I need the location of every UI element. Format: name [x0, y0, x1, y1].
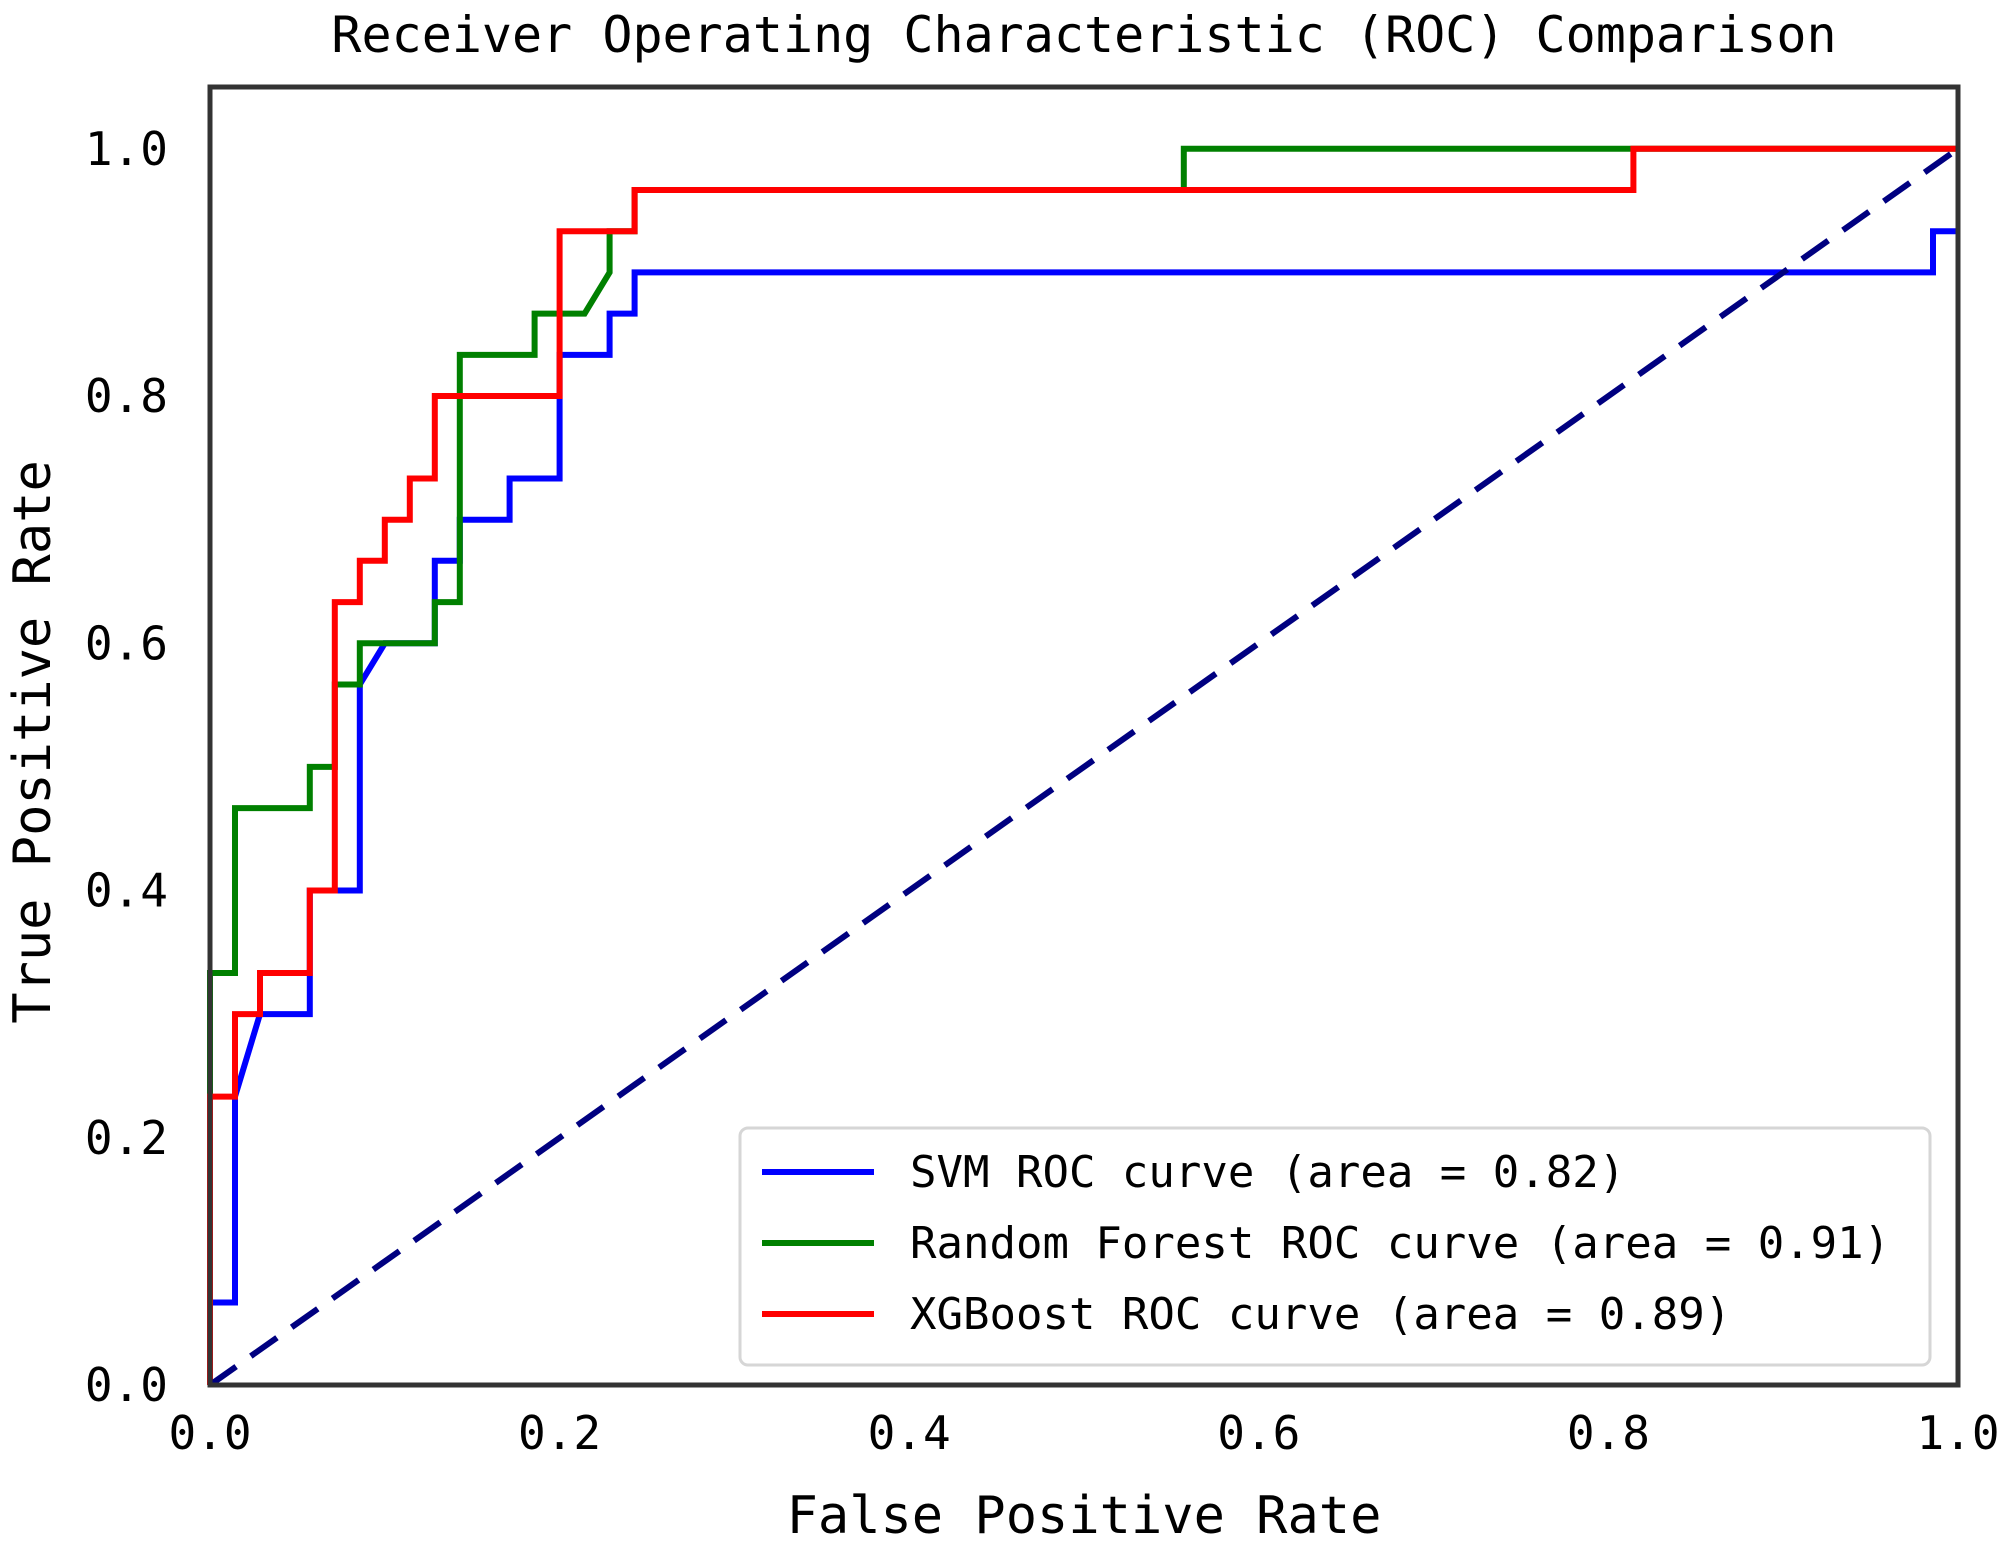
y-tick-label: 0.0	[85, 1358, 168, 1412]
y-tick-label: 0.8	[85, 369, 168, 423]
plot-frame	[207, 84, 1961, 1388]
x-axis-ticks: 0.0 0.2 0.4 0.6 0.8 1.0	[168, 1406, 1999, 1460]
y-tick-label: 0.4	[85, 864, 168, 918]
legend-box	[738, 1126, 1932, 1367]
legend-label-xgboost: XGBoost ROC curve (area = 0.89)	[910, 1289, 1731, 1340]
x-tick-label: 0.6	[1217, 1406, 1300, 1460]
x-tick-label: 0.8	[1567, 1406, 1650, 1460]
legend-label-random: Random Forest ROC curve (area = 0.91)	[910, 1218, 1890, 1269]
plot-series	[207, 145, 1960, 1388]
chance-diagonal-line	[208, 146, 1960, 1388]
chart-title: Receiver Operating Characteristic (ROC) …	[331, 6, 1836, 64]
x-tick-label: 0.4	[868, 1406, 951, 1460]
series-line-xgboost	[207, 145, 1958, 1385]
y-tick-label: 0.2	[85, 1111, 168, 1165]
legend-label-svm: SVM ROC curve (area = 0.82)	[910, 1147, 1625, 1198]
x-tick-label: 0.0	[168, 1406, 251, 1460]
legend: SVM ROC curve (area = 0.82) Random Forest…	[738, 1126, 1932, 1367]
y-tick-label: 1.0	[85, 122, 168, 176]
y-tick-label: 0.6	[85, 616, 168, 670]
x-tick-label: 1.0	[1916, 1406, 1999, 1460]
x-tick-label: 0.2	[518, 1406, 601, 1460]
y-axis-label: True Positive Rate	[3, 460, 63, 1024]
x-axis-label: False Positive Rate	[787, 1486, 1382, 1546]
y-axis-ticks: 0.0 0.2 0.4 0.6 0.8 1.0	[85, 122, 168, 1412]
